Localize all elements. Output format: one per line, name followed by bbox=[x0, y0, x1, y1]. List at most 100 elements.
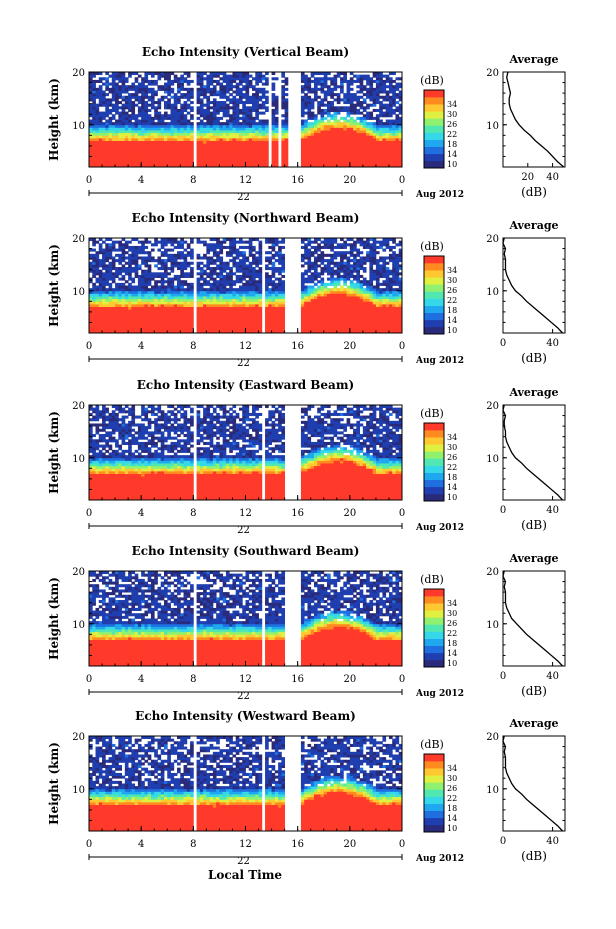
heatmap-cell bbox=[281, 296, 285, 299]
heatmap-cell bbox=[115, 75, 119, 78]
heatmap-cell bbox=[164, 156, 168, 159]
heatmap-cell bbox=[252, 120, 256, 123]
heatmap-cell bbox=[157, 122, 161, 125]
heatmap-cell bbox=[249, 307, 253, 310]
heatmap-cell bbox=[330, 138, 334, 141]
heatmap-cell bbox=[272, 256, 276, 259]
heatmap-cell bbox=[314, 328, 318, 331]
heatmap-cell bbox=[184, 325, 188, 328]
heatmap-cell bbox=[135, 249, 139, 252]
heatmap-cell bbox=[301, 278, 305, 281]
heatmap-cell bbox=[96, 138, 100, 141]
heatmap-cell bbox=[317, 272, 321, 275]
heatmap-cell bbox=[255, 80, 259, 83]
heatmap-cell bbox=[259, 151, 263, 154]
heatmap-cell bbox=[275, 98, 279, 101]
heatmap-cell bbox=[392, 143, 396, 146]
heatmap-cell bbox=[161, 278, 165, 281]
heatmap-cell bbox=[174, 293, 178, 296]
heatmap-cell bbox=[369, 127, 373, 130]
heatmap-cell bbox=[177, 109, 181, 112]
heatmap-cell bbox=[301, 114, 305, 117]
heatmap-cell bbox=[389, 138, 393, 141]
heatmap-cell bbox=[252, 146, 256, 149]
heatmap-cell bbox=[200, 320, 204, 323]
heatmap-cell bbox=[320, 88, 324, 91]
heatmap-cell bbox=[213, 90, 217, 93]
heatmap-cell bbox=[112, 159, 116, 162]
heatmap-cell bbox=[356, 141, 360, 144]
heatmap-cell bbox=[386, 149, 390, 152]
heatmap-cell bbox=[122, 259, 126, 262]
heatmap-cell bbox=[144, 133, 148, 136]
heatmap-cell bbox=[265, 80, 269, 83]
heatmap-cell bbox=[138, 296, 142, 299]
heatmap-cell bbox=[255, 93, 259, 96]
heatmap-cell bbox=[392, 138, 396, 141]
heatmap-cell bbox=[197, 299, 201, 302]
heatmap-cell bbox=[203, 317, 207, 320]
heatmap-cell bbox=[167, 101, 171, 104]
heatmap-cell bbox=[347, 143, 351, 146]
heatmap-cell bbox=[171, 262, 175, 265]
heatmap-cell bbox=[197, 138, 201, 141]
heatmap-cell bbox=[109, 151, 113, 154]
heatmap-cell bbox=[242, 267, 246, 270]
heatmap-cell bbox=[389, 156, 393, 159]
heatmap-cell bbox=[109, 312, 113, 315]
heatmap-cell bbox=[379, 75, 383, 78]
heatmap-cell bbox=[337, 143, 341, 146]
heatmap-cell bbox=[167, 317, 171, 320]
heatmap-cell bbox=[219, 275, 223, 278]
heatmap-cell bbox=[350, 130, 354, 133]
heatmap-cell bbox=[115, 104, 119, 107]
heatmap-cell bbox=[314, 130, 318, 133]
heatmap-cell bbox=[187, 127, 191, 130]
heatmap-cell bbox=[242, 104, 246, 107]
heatmap-cell bbox=[311, 275, 315, 278]
heatmap-cell bbox=[366, 130, 370, 133]
heatmap-cell bbox=[164, 154, 168, 157]
heatmap-cell bbox=[164, 106, 168, 109]
heatmap-cell bbox=[353, 141, 357, 144]
heatmap-cell bbox=[190, 125, 194, 128]
heatmap-cell bbox=[187, 80, 191, 83]
heatmap-cell bbox=[187, 320, 191, 323]
heatmap-cell bbox=[157, 114, 161, 117]
heatmap-cell bbox=[334, 159, 338, 162]
heatmap-cell bbox=[200, 288, 204, 291]
heatmap-cell bbox=[197, 283, 201, 286]
heatmap-cell bbox=[105, 249, 109, 252]
heatmap-cell bbox=[102, 275, 106, 278]
heatmap-cell bbox=[102, 291, 106, 294]
heatmap-cell bbox=[115, 293, 119, 296]
heatmap-cell bbox=[115, 162, 119, 165]
heatmap-cell bbox=[89, 85, 93, 88]
heatmap-cell bbox=[317, 307, 321, 310]
x-tick-label: 16 bbox=[291, 175, 304, 186]
heatmap-cell bbox=[109, 291, 113, 294]
heatmap-cell bbox=[320, 322, 324, 325]
heatmap-cell bbox=[210, 312, 214, 315]
heatmap-cell bbox=[99, 114, 103, 117]
heatmap-cell bbox=[151, 249, 155, 252]
heatmap-cell bbox=[141, 286, 145, 289]
heatmap-cell bbox=[366, 88, 370, 91]
heatmap-cell bbox=[246, 130, 250, 133]
heatmap-cell bbox=[128, 278, 132, 281]
heatmap-cell bbox=[187, 299, 191, 302]
heatmap-cell bbox=[203, 133, 207, 136]
heatmap-cell bbox=[99, 98, 103, 101]
heatmap-cell bbox=[210, 283, 214, 286]
heatmap-cell bbox=[350, 120, 354, 123]
heatmap-cell bbox=[252, 322, 256, 325]
heatmap-cell bbox=[164, 127, 168, 130]
heatmap-cell bbox=[281, 85, 285, 88]
heatmap-cell bbox=[167, 299, 171, 302]
heatmap-cell bbox=[320, 156, 324, 159]
heatmap-cell bbox=[131, 317, 135, 320]
heatmap-cell bbox=[96, 293, 100, 296]
heatmap-cell bbox=[112, 162, 116, 165]
x-tick-label: 8 bbox=[190, 175, 196, 186]
heatmap-cell bbox=[320, 149, 324, 152]
